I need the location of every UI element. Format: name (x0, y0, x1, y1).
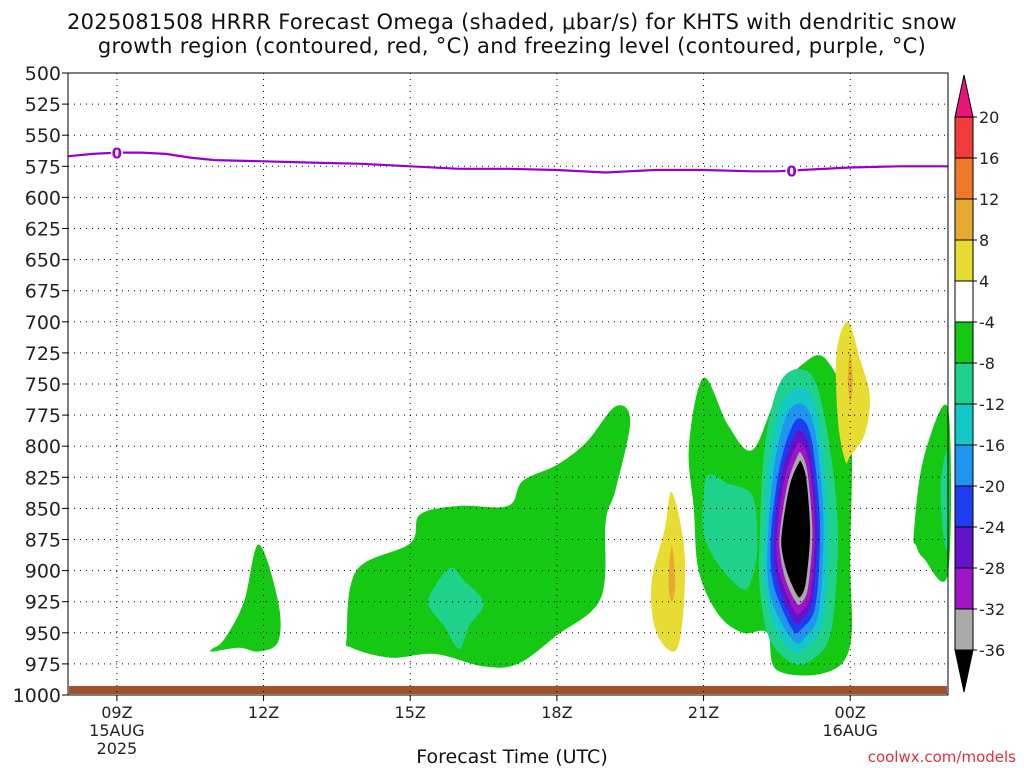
y-tick-label: 925 (25, 592, 61, 614)
colorbar-label: -8 (979, 354, 995, 373)
omega-region-green-small (209, 544, 281, 652)
colorbar-label: -4 (979, 313, 995, 332)
y-tick-label: 875 (25, 530, 61, 552)
y-tick-label: 575 (25, 156, 61, 178)
x-tick-label: 09Z (101, 703, 132, 722)
colorbar-swatch (954, 403, 974, 446)
y-tick-label: 625 (25, 219, 61, 241)
freezing-level-line (67, 151, 948, 174)
x-tick-date-label: 15AUG (89, 721, 144, 740)
omega-region-black-core (781, 460, 811, 598)
y-tick-label: 500 (25, 63, 61, 85)
freezing-level-label-bg (785, 162, 798, 179)
colorbar-label: 4 (979, 272, 989, 291)
colorbar-label: 8 (979, 231, 989, 250)
colorbar-label: 16 (979, 149, 999, 168)
colorbar-top-arrow (954, 74, 974, 118)
colorbar-swatch (954, 485, 974, 528)
y-tick-label: 800 (25, 436, 61, 458)
surface-ground-bar (69, 686, 947, 694)
omega-region-yellow-2 (835, 321, 870, 464)
colorbar-swatch (954, 198, 974, 241)
omega-region-green-large (345, 405, 631, 668)
omega-region-green-edge (913, 404, 952, 582)
colorbar-swatch (954, 567, 974, 610)
x-tick-year-label: 2025 (97, 739, 138, 758)
omega-region-orange-1 (668, 545, 676, 602)
colorbar-swatch (954, 526, 974, 569)
y-tick-label: 975 (25, 654, 61, 676)
omega-region-teal-right (702, 474, 758, 590)
colorbar-swatch (954, 280, 974, 323)
omega-region-yellow-1 (650, 492, 686, 652)
y-tick-label: 750 (25, 374, 61, 396)
colorbar-label: -12 (979, 395, 1005, 414)
y-axis: 500 525 550 575 600 625 650 675 700 725 750 775 800 8… (13, 63, 68, 707)
freezing-level: 00 (67, 144, 948, 181)
y-tick-label: 725 (25, 343, 61, 365)
y-tick-label: 950 (25, 623, 61, 645)
y-tick-label: 700 (25, 312, 61, 334)
y-tick-label: 850 (25, 498, 61, 520)
omega-region-teal-edge (940, 450, 949, 551)
x-tick-label: 12Z (248, 703, 279, 722)
colorbar-label: 12 (979, 190, 999, 209)
omega-shaded-regions (209, 321, 952, 676)
colorbar-label: -32 (979, 600, 1005, 619)
y-tick-label: 550 (25, 125, 61, 147)
colorbar-label: -36 (979, 641, 1005, 660)
colorbar-swatch (954, 321, 974, 364)
colorbar-label: 20 (979, 108, 999, 127)
chart-title-line-1: 2025081508 HRRR Forecast Omega (shaded, … (66, 10, 958, 34)
colorbar-swatch (954, 157, 974, 200)
x-tick-label: 18Z (541, 703, 572, 722)
omega-region-orange-2 (847, 352, 853, 403)
y-tick-label: 650 (25, 250, 61, 272)
chart-title-line-2: growth region (contoured, red, °C) and f… (97, 34, 927, 58)
omega-region-teal-inner (427, 567, 484, 649)
y-tick-label: 775 (25, 405, 61, 427)
colorbar-label: -16 (979, 436, 1005, 455)
freezing-level-label: 0 (112, 145, 122, 163)
y-tick-label: 675 (25, 281, 61, 303)
colorbar-swatch (954, 239, 974, 282)
x-tick-label: 00Z (835, 703, 866, 722)
colorbar: 20 16 12 8 4 -4 -8 -12 -16 -20 -24 -28 -32 -36 (954, 74, 1005, 693)
colorbar-label: -24 (979, 518, 1005, 537)
colorbar-swatch (954, 362, 974, 405)
x-tick-label: 21Z (688, 703, 719, 722)
y-tick-label: 600 (25, 187, 61, 209)
colorbar-swatch (954, 608, 974, 651)
colorbar-bottom-arrow (954, 649, 974, 693)
y-tick-label: 900 (25, 561, 61, 583)
colorbar-label: -28 (979, 559, 1005, 578)
colorbar-label: -20 (979, 477, 1005, 496)
colorbar-swatch (954, 444, 974, 487)
freezing-level-label: 0 (786, 163, 796, 181)
y-tick-label: 1000 (13, 685, 61, 707)
freezing-level-label-bg (110, 144, 123, 161)
y-tick-label: 825 (25, 467, 61, 489)
credit-link[interactable]: coolwx.com/models (867, 748, 1016, 766)
x-axis-label: Forecast Time (UTC) (416, 746, 608, 768)
x-tick-label: 15Z (395, 703, 426, 722)
y-tick-label: 525 (25, 94, 61, 116)
colorbar-swatch (954, 116, 974, 159)
x-tick-date-label: 16AUG (823, 721, 878, 740)
